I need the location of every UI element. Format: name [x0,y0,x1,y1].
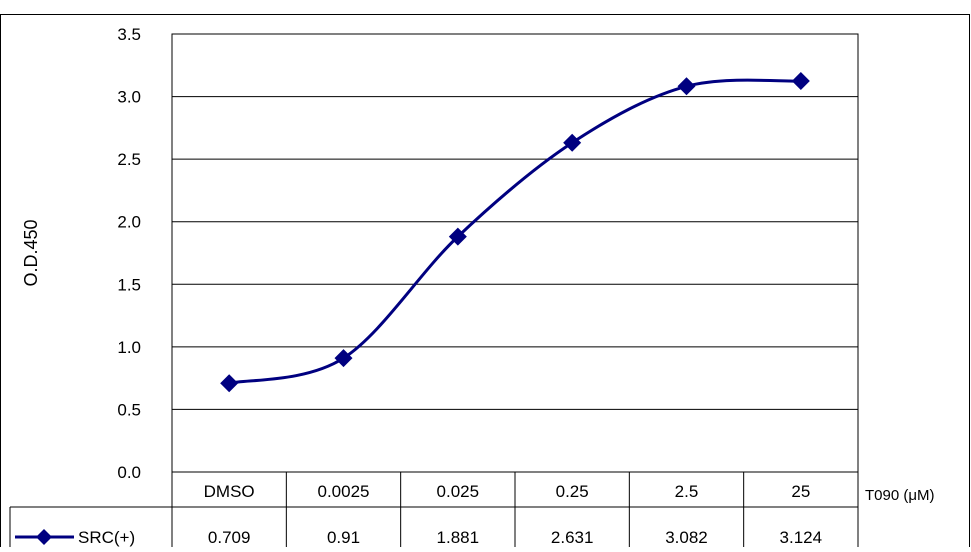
x-category-label: 0.0025 [318,482,370,501]
x-category-label: DMSO [204,482,255,501]
x-category-label: 0.25 [556,482,589,501]
legend-marker [36,529,52,545]
y-tick-label: 1.0 [117,338,141,357]
y-tick-label: 1.5 [117,275,141,294]
y-tick-label: 3.5 [117,25,141,44]
y-tick-label: 0.0 [117,463,141,482]
data-point-marker [791,72,810,91]
data-table-value: 0.91 [327,528,360,547]
plot-area [171,33,859,473]
data-table: DMSO 0.0025 0.025 0.25 2.5 25 SRC(+) 0.709 0.91 1… [9,472,859,547]
data-table-value: 3.082 [665,528,708,547]
y-tick-label: 0.5 [117,400,141,419]
data-table-value: 2.631 [551,528,594,547]
y-axis-ticks: 0.0 0.5 1.0 1.5 2.0 2.5 3.0 3.5 [117,25,141,482]
y-tick-label: 3.0 [117,88,141,107]
data-table-value: 1.881 [437,528,480,547]
series-layer [220,72,810,393]
data-table-value: 0.709 [208,528,251,547]
data-table-value: 3.124 [780,528,823,547]
y-tick-label: 2.5 [117,150,141,169]
x-category-label: 25 [791,482,810,501]
data-point-marker [220,374,239,393]
legend-series-name: SRC(+) [78,528,135,547]
data-point-marker [677,77,696,96]
data-point-marker [448,227,467,246]
data-point-marker [563,133,582,152]
y-tick-label: 2.0 [117,213,141,232]
x-axis-label: T090 (μM) [865,487,935,504]
x-category-label: 0.025 [437,482,480,501]
x-category-label: 2.5 [675,482,699,501]
data-point-marker [334,349,353,368]
gridlines [172,96,858,410]
y-axis-label: O.D.450 [21,219,41,286]
